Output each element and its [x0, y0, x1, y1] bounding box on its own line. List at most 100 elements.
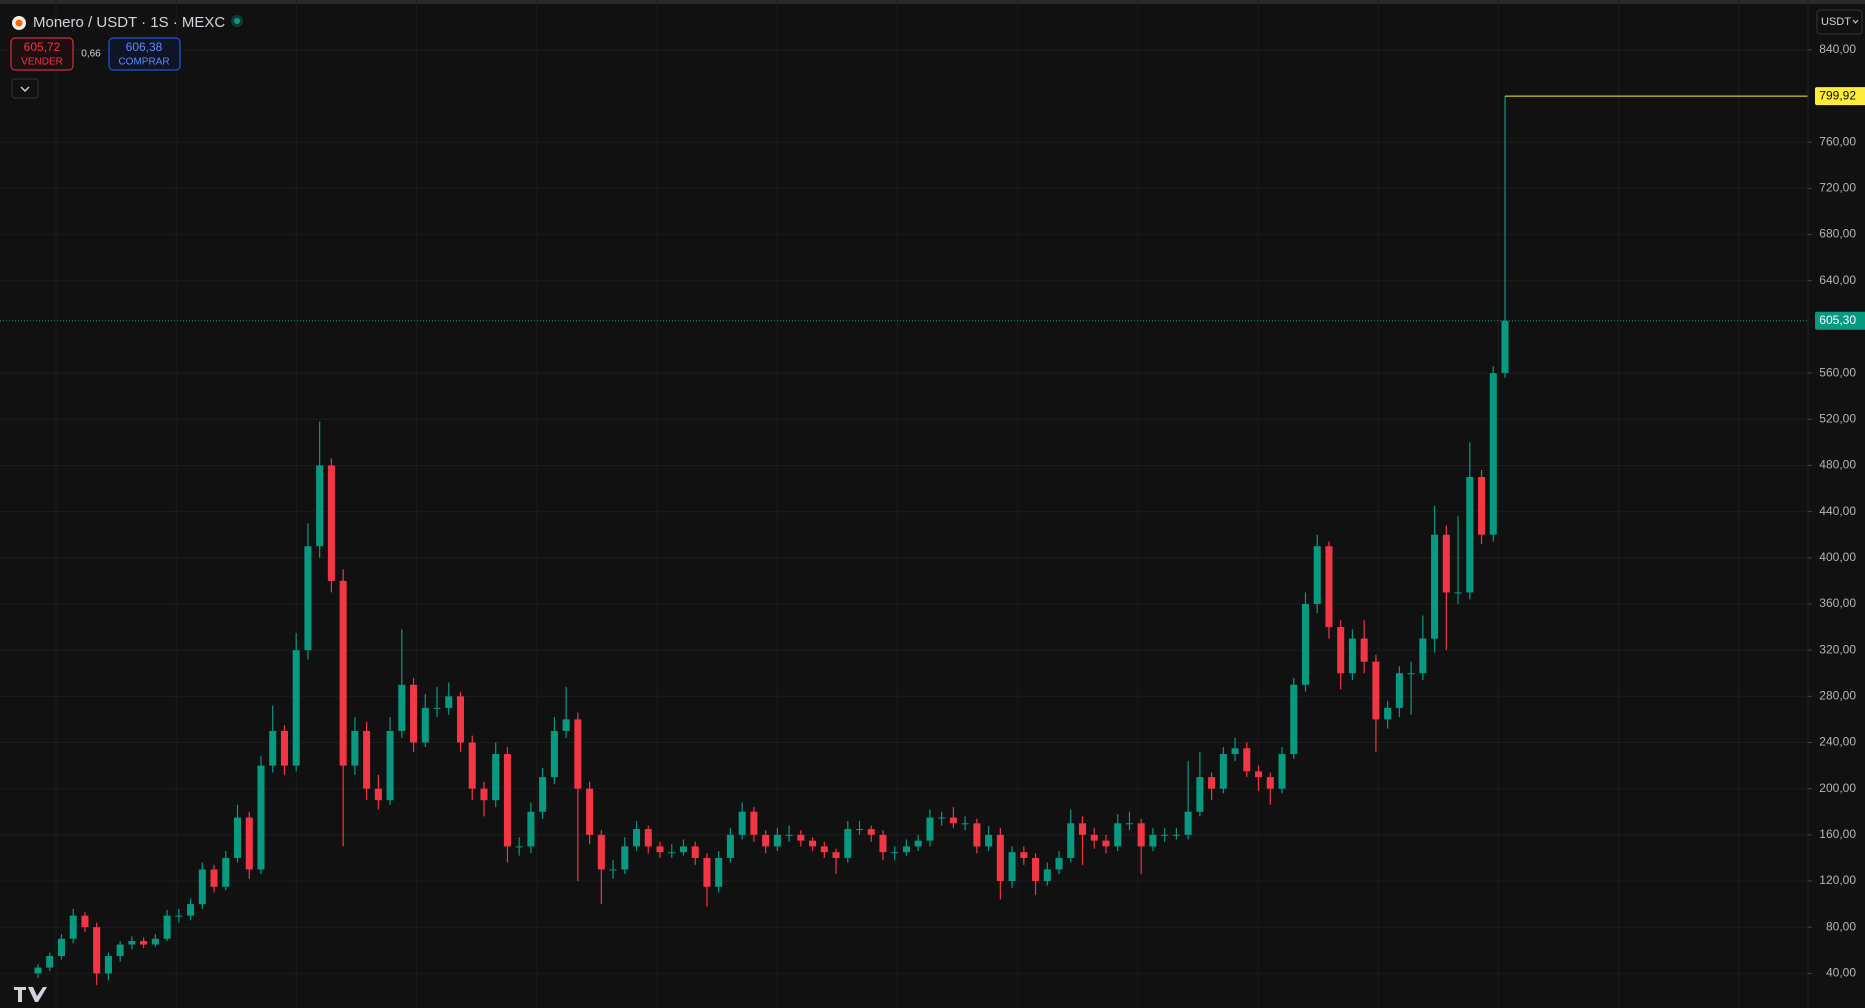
- candle-body: [57, 938, 65, 957]
- candle-body: [1407, 673, 1415, 675]
- candle-body: [480, 788, 488, 801]
- candle-body: [550, 730, 558, 778]
- candle-body: [128, 941, 136, 945]
- candle-body: [198, 869, 206, 905]
- sell-price: 605,72: [24, 40, 61, 54]
- candle-body: [715, 857, 723, 887]
- candle-body: [304, 546, 312, 651]
- candle-body: [398, 684, 406, 731]
- candle-body: [1090, 834, 1098, 841]
- collapse-button[interactable]: [11, 78, 39, 99]
- candle-body: [374, 788, 382, 801]
- logo: [14, 987, 47, 1002]
- candle-body: [949, 817, 957, 824]
- candle-body: [1466, 476, 1474, 593]
- candle-body: [163, 915, 171, 939]
- candle-body: [257, 765, 265, 870]
- candle-body: [1008, 852, 1016, 882]
- buy-price: 606,38: [126, 40, 163, 54]
- candle-body: [609, 869, 617, 871]
- candle-body: [914, 840, 922, 847]
- candle-body: [1454, 592, 1462, 594]
- sell-button[interactable]: [10, 37, 74, 71]
- candle-body: [1266, 777, 1274, 789]
- y-tick-label: 840,00: [1819, 42, 1856, 56]
- plot: [0, 95, 1808, 985]
- y-tick-label: 760,00: [1819, 134, 1856, 148]
- candle-body: [151, 938, 159, 945]
- candle-body: [1137, 823, 1145, 847]
- candle-body: [527, 811, 535, 847]
- candle-body: [867, 829, 875, 835]
- candle-body: [1078, 823, 1087, 835]
- candle-body: [750, 811, 758, 835]
- status-dot: [234, 18, 240, 24]
- candle-body: [245, 817, 253, 870]
- candle-body: [973, 823, 981, 847]
- candle-body: [633, 829, 641, 847]
- candle-body: [985, 834, 993, 847]
- y-tick-label: 720,00: [1819, 181, 1856, 195]
- buy-label: COMPRAR: [118, 57, 169, 68]
- candle-body: [1149, 834, 1157, 847]
- candle-body: [1125, 823, 1133, 825]
- candle-body: [492, 754, 500, 801]
- candle-body: [46, 956, 54, 968]
- candle-body: [1501, 320, 1509, 374]
- candle-body: [175, 915, 183, 917]
- candle-body: [433, 707, 441, 709]
- y-tick-label: 560,00: [1819, 365, 1856, 379]
- candle-body: [233, 817, 242, 858]
- candle-body: [762, 834, 770, 847]
- candle-body: [1043, 869, 1051, 882]
- candle-body: [1219, 754, 1227, 789]
- candle-body: [456, 696, 465, 743]
- y-tick-label: 320,00: [1819, 642, 1856, 656]
- candle-body: [515, 846, 523, 848]
- candle-body: [140, 941, 148, 945]
- candle-body: [691, 846, 699, 858]
- currency-button[interactable]: [1816, 9, 1863, 35]
- candle-body: [339, 580, 347, 766]
- symbol-title: Monero / USDT · 1S · MEXC: [33, 14, 225, 31]
- candle-body: [855, 829, 864, 831]
- candle-body: [938, 817, 946, 819]
- candle-body: [1243, 748, 1251, 772]
- candle-body: [104, 956, 112, 974]
- candle-body: [832, 852, 840, 858]
- candle-body: [844, 829, 852, 858]
- candle-body: [656, 846, 664, 853]
- y-tick-label: 120,00: [1819, 873, 1856, 887]
- candle-body: [1431, 534, 1439, 639]
- candle-body: [891, 852, 899, 854]
- candle-body: [1301, 603, 1310, 685]
- candle-body: [421, 707, 429, 743]
- y-tick-label: 200,00: [1819, 781, 1856, 795]
- candle-body: [1032, 857, 1040, 882]
- candle-body: [879, 834, 887, 853]
- candle-body: [1055, 857, 1063, 870]
- candle-body: [1489, 373, 1497, 535]
- candle-body: [574, 719, 582, 789]
- candle-body: [597, 834, 605, 870]
- candle-body: [93, 927, 101, 974]
- candle-body: [222, 857, 230, 887]
- candle-body: [1419, 638, 1427, 674]
- buy-button[interactable]: [108, 37, 181, 71]
- candle-body: [809, 840, 817, 847]
- candle-body: [926, 817, 934, 841]
- candle-body: [1161, 834, 1169, 836]
- candle-body: [961, 823, 969, 825]
- sell-label: VENDER: [21, 57, 63, 68]
- candle-body: [1114, 823, 1122, 847]
- candle-body: [797, 834, 805, 841]
- price-label-box: [1815, 311, 1865, 330]
- candle-body: [539, 777, 547, 812]
- header: Monero / USDT · 1S · MEXC 605,72 VENDER …: [10, 9, 1863, 1002]
- candle-body: [1172, 834, 1180, 836]
- y-tick-label: 680,00: [1819, 227, 1856, 241]
- collapse-icon: [20, 86, 30, 92]
- candle-body: [644, 829, 652, 847]
- spread: 0,66: [81, 49, 101, 60]
